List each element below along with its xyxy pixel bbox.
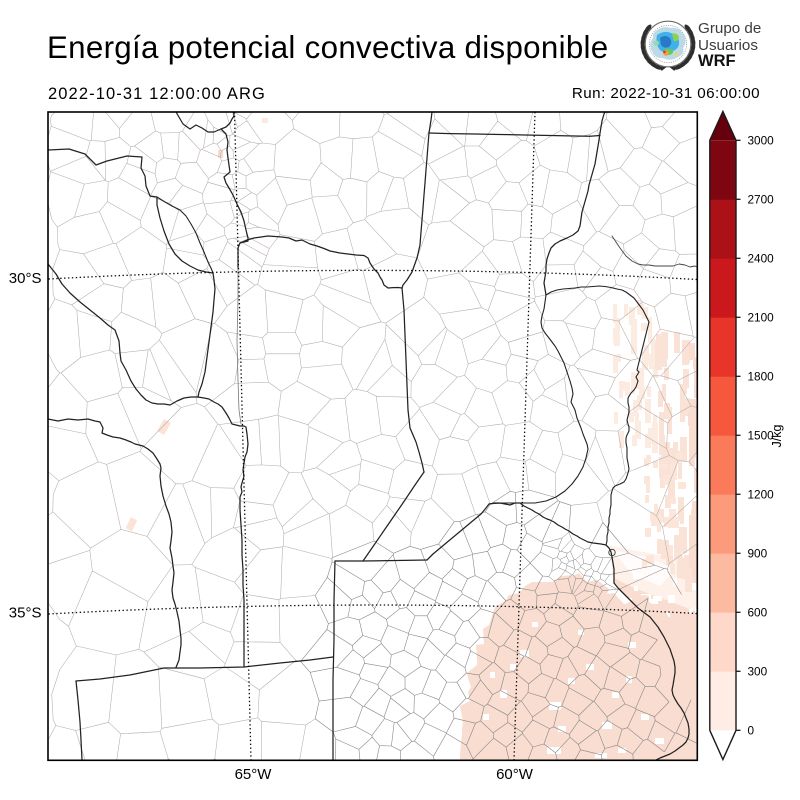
svg-text:35°S: 35°S (9, 605, 42, 622)
svg-text:2100: 2100 (748, 311, 775, 325)
svg-text:1200: 1200 (748, 488, 775, 502)
svg-text:2700: 2700 (748, 193, 775, 207)
svg-text:Energía potencial convectiva d: Energía potencial convectiva disponible (47, 30, 609, 65)
svg-text:0: 0 (748, 724, 755, 738)
svg-text:Grupo de: Grupo de (698, 20, 761, 37)
svg-text:30°S: 30°S (9, 270, 42, 287)
svg-text:J/kg: J/kg (770, 424, 784, 447)
svg-text:900: 900 (748, 547, 768, 561)
svg-text:2400: 2400 (748, 252, 775, 266)
svg-text:60°W: 60°W (496, 766, 534, 783)
svg-text:Usuarios: Usuarios (698, 37, 758, 54)
svg-text:Run: 2022-10-31 06:00:00: Run: 2022-10-31 06:00:00 (572, 85, 760, 102)
svg-text:600: 600 (748, 606, 768, 620)
svg-text:2022-10-31 12:00:00 ARG: 2022-10-31 12:00:00 ARG (48, 85, 266, 103)
svg-text:1500: 1500 (748, 429, 775, 443)
svg-text:65°W: 65°W (235, 766, 273, 783)
svg-text:3000: 3000 (748, 134, 775, 148)
svg-text:300: 300 (748, 665, 768, 679)
svg-text:WRF: WRF (698, 52, 736, 70)
svg-text:1800: 1800 (748, 370, 775, 384)
